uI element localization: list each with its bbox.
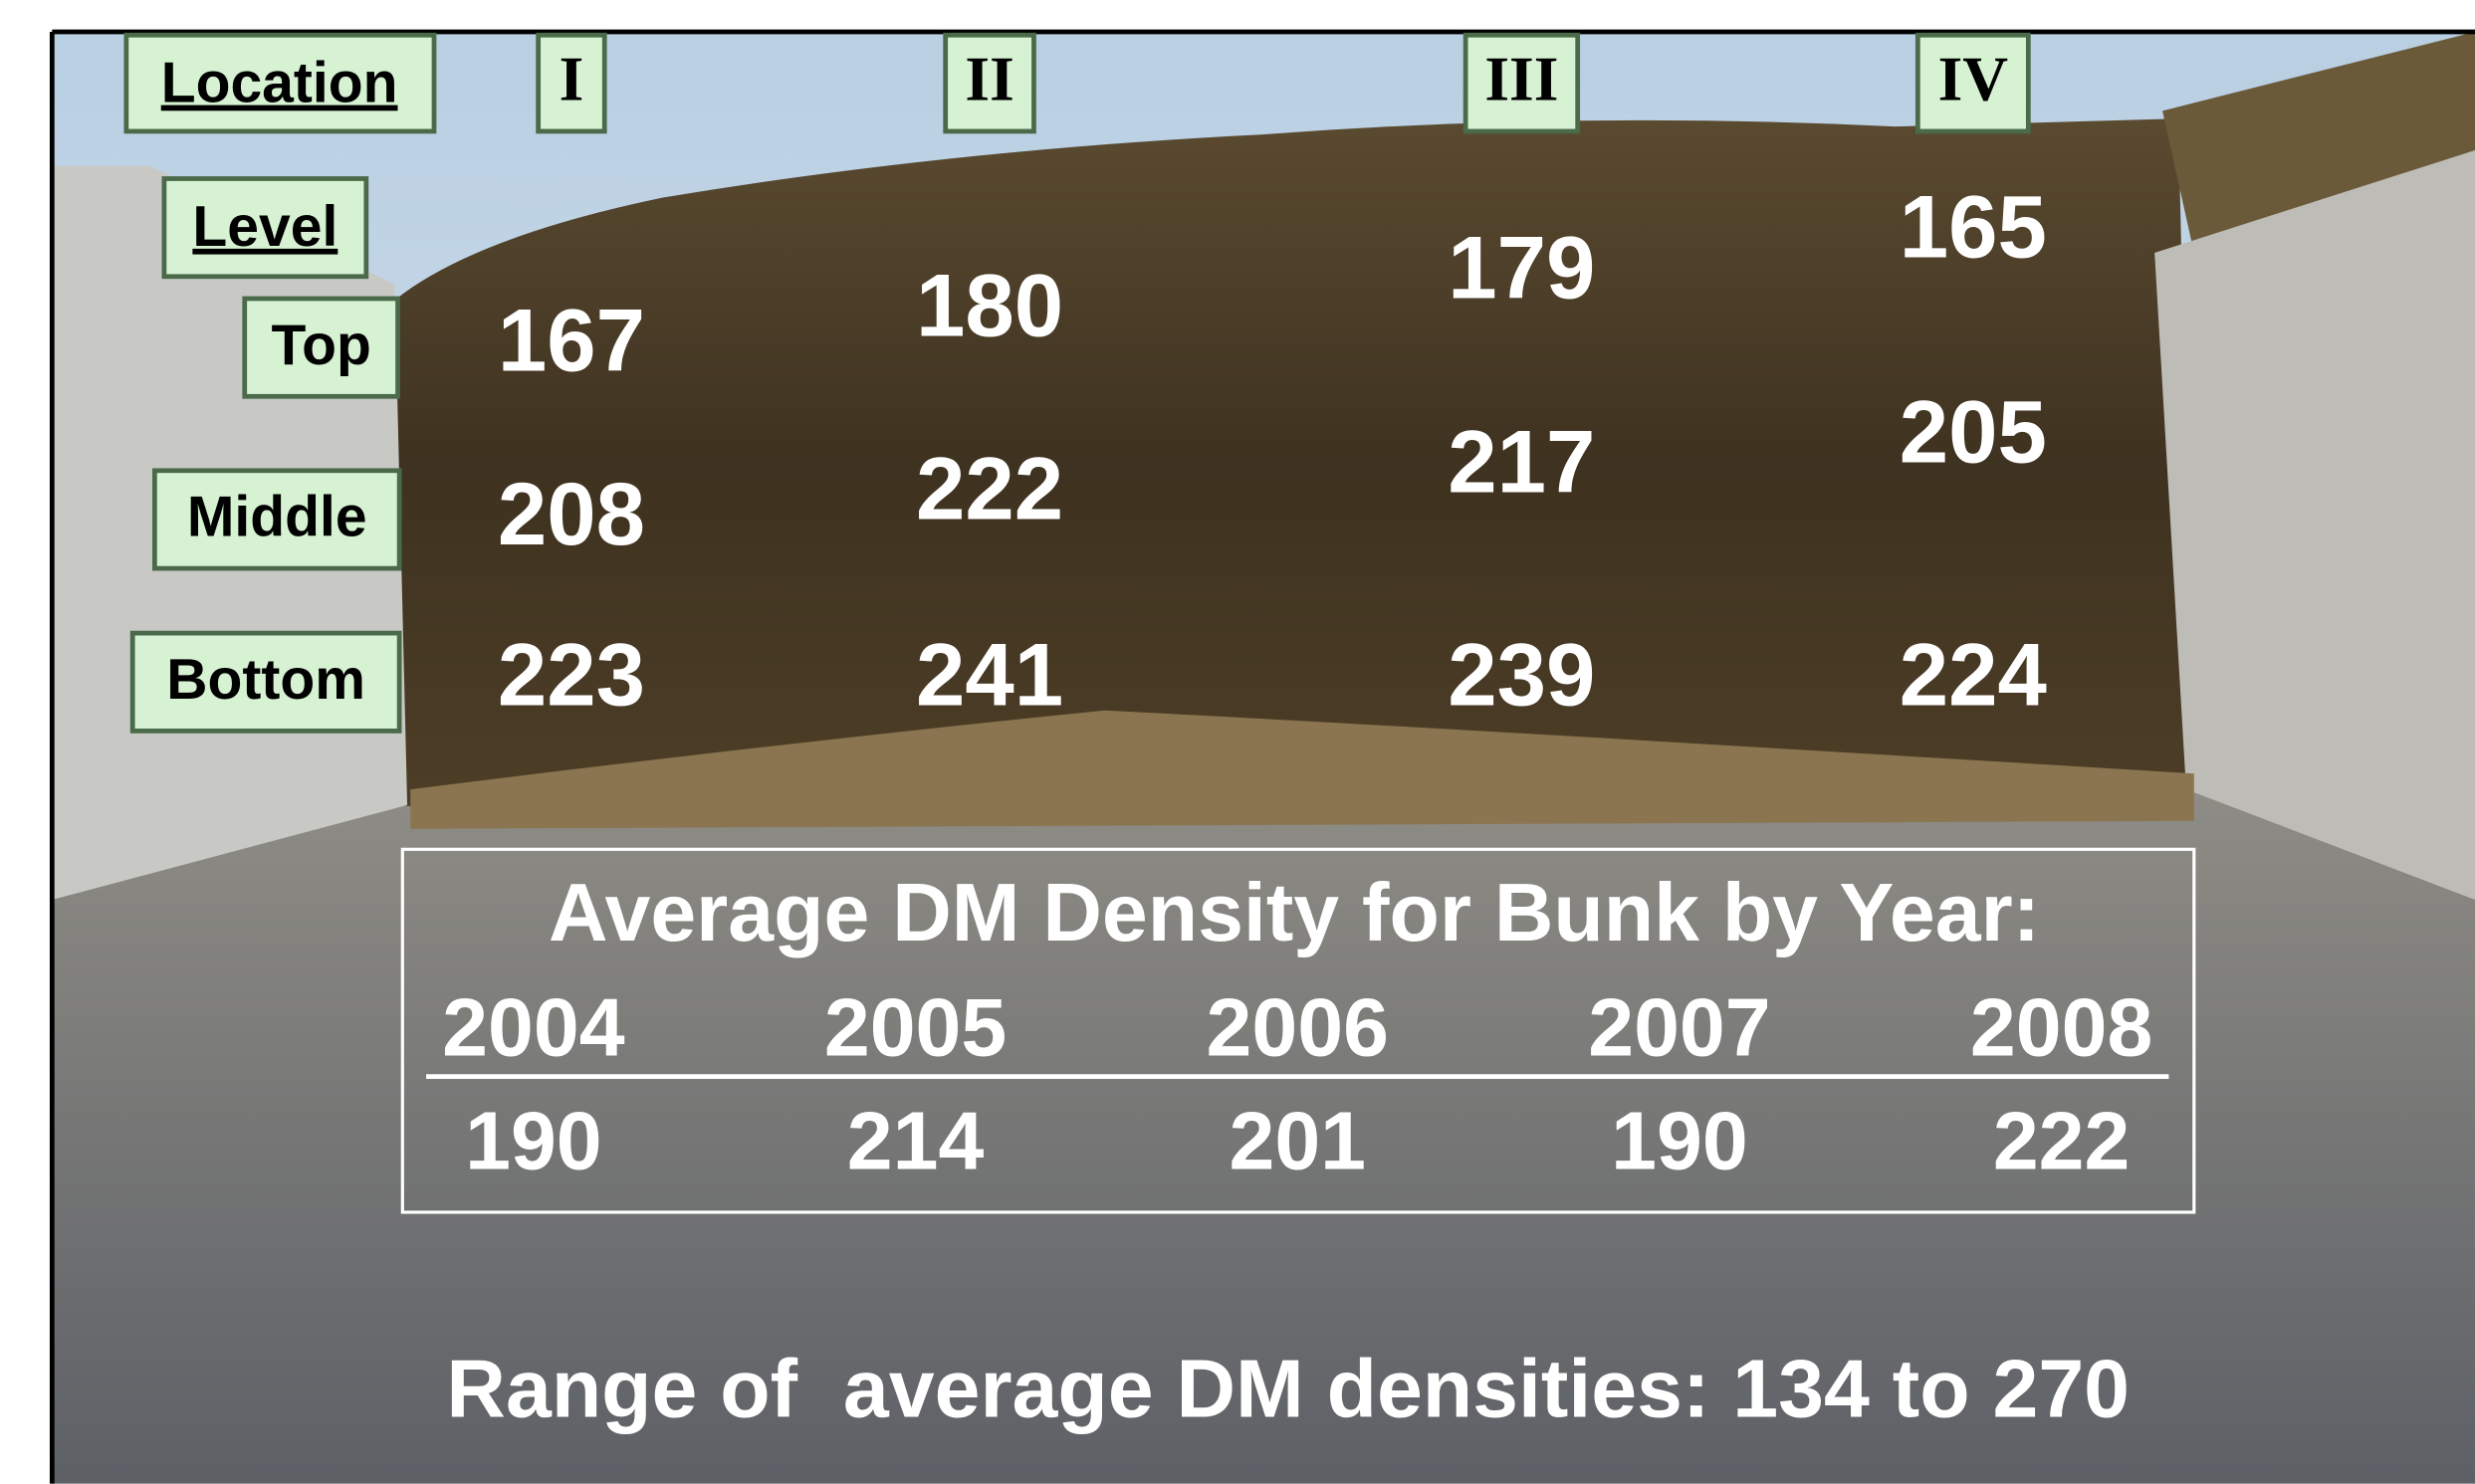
density-value: 241 xyxy=(916,626,1063,725)
year-average: 214 xyxy=(847,1096,985,1187)
year-average: 201 xyxy=(1229,1096,1366,1187)
year-average: 190 xyxy=(1611,1096,1748,1187)
level-label: Middle xyxy=(187,486,367,549)
year-average: 222 xyxy=(1993,1096,2131,1187)
density-value: 239 xyxy=(1448,626,1595,725)
summary-title: Average DM Density for Bunk by Year: xyxy=(549,867,2040,958)
density-value: 180 xyxy=(916,257,1063,355)
density-value: 222 xyxy=(916,440,1063,538)
year-average: 190 xyxy=(465,1096,602,1187)
page: {"location_label": "Location", "level_la… xyxy=(0,0,2475,1484)
density-value: 223 xyxy=(498,626,645,725)
location-header: II xyxy=(965,43,1013,113)
year: 2005 xyxy=(824,982,1007,1074)
density-value: 217 xyxy=(1448,413,1595,512)
density-value: 224 xyxy=(1900,626,2047,725)
level-label: Top xyxy=(271,314,370,377)
footer-note: Range of average DM densities: 134 to 27… xyxy=(446,1344,2130,1435)
year: 2004 xyxy=(442,982,625,1074)
location-header: IV xyxy=(1938,43,2009,113)
density-value: 167 xyxy=(498,292,645,390)
year: 2007 xyxy=(1588,982,1770,1074)
density-value: 205 xyxy=(1900,383,2047,482)
density-value: 179 xyxy=(1448,219,1595,318)
location-header: I xyxy=(560,43,584,113)
photo-background xyxy=(52,32,2475,1484)
slide: Location Level IIIIIIIVTopMiddleBottom16… xyxy=(0,0,2475,1484)
location-label: Location xyxy=(161,52,398,115)
year: 2008 xyxy=(1970,982,2152,1074)
location-header: III xyxy=(1484,43,1558,113)
density-value: 208 xyxy=(498,465,645,563)
year: 2006 xyxy=(1207,982,1389,1074)
density-value: 165 xyxy=(1900,177,2047,276)
level-label: Bottom xyxy=(166,648,365,712)
level-label: Level xyxy=(192,195,338,259)
